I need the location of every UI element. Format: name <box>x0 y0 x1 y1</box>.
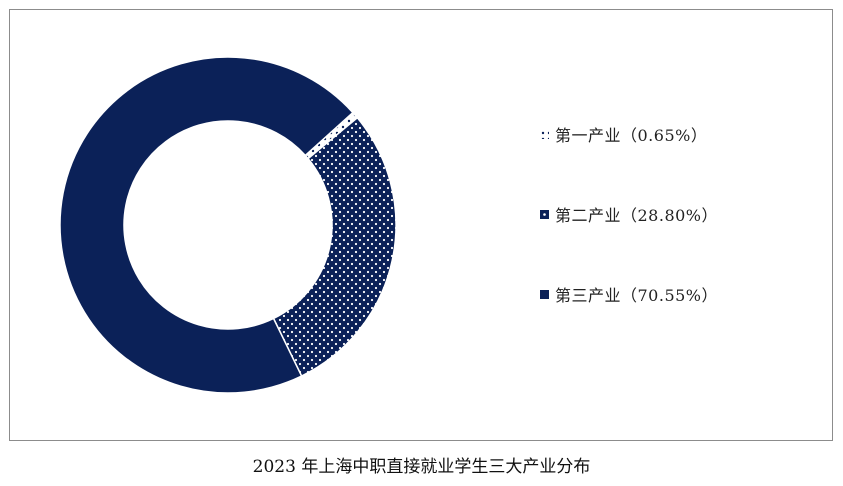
donut-slices <box>59 56 397 394</box>
chart-title: 2023 年上海中职直接就业学生三大产业分布 <box>252 457 591 477</box>
legend-item-secondary: 第二产业（28.80%） <box>540 202 718 226</box>
legend-swatch-primary <box>540 129 549 139</box>
legend-item-tertiary: 第三产业（70.55%） <box>540 282 718 306</box>
legend-label-tertiary: 第三产业（70.55%） <box>555 286 719 305</box>
donut-slice-2 <box>272 116 397 378</box>
donut-chart <box>59 56 397 394</box>
legend-swatch-tertiary <box>540 289 549 299</box>
legend-item-primary: 第一产业（0.65%） <box>540 122 707 146</box>
legend-label-secondary: 第二产业（28.80%） <box>555 206 719 225</box>
legend-label-primary: 第一产业（0.65%） <box>555 126 708 145</box>
legend-swatch-secondary <box>540 209 549 219</box>
donut-slice-3 <box>59 56 354 394</box>
chart-frame: 第一产业（0.65%） 第二产业（28.80%） 第三产业（70.55%） <box>9 9 833 441</box>
